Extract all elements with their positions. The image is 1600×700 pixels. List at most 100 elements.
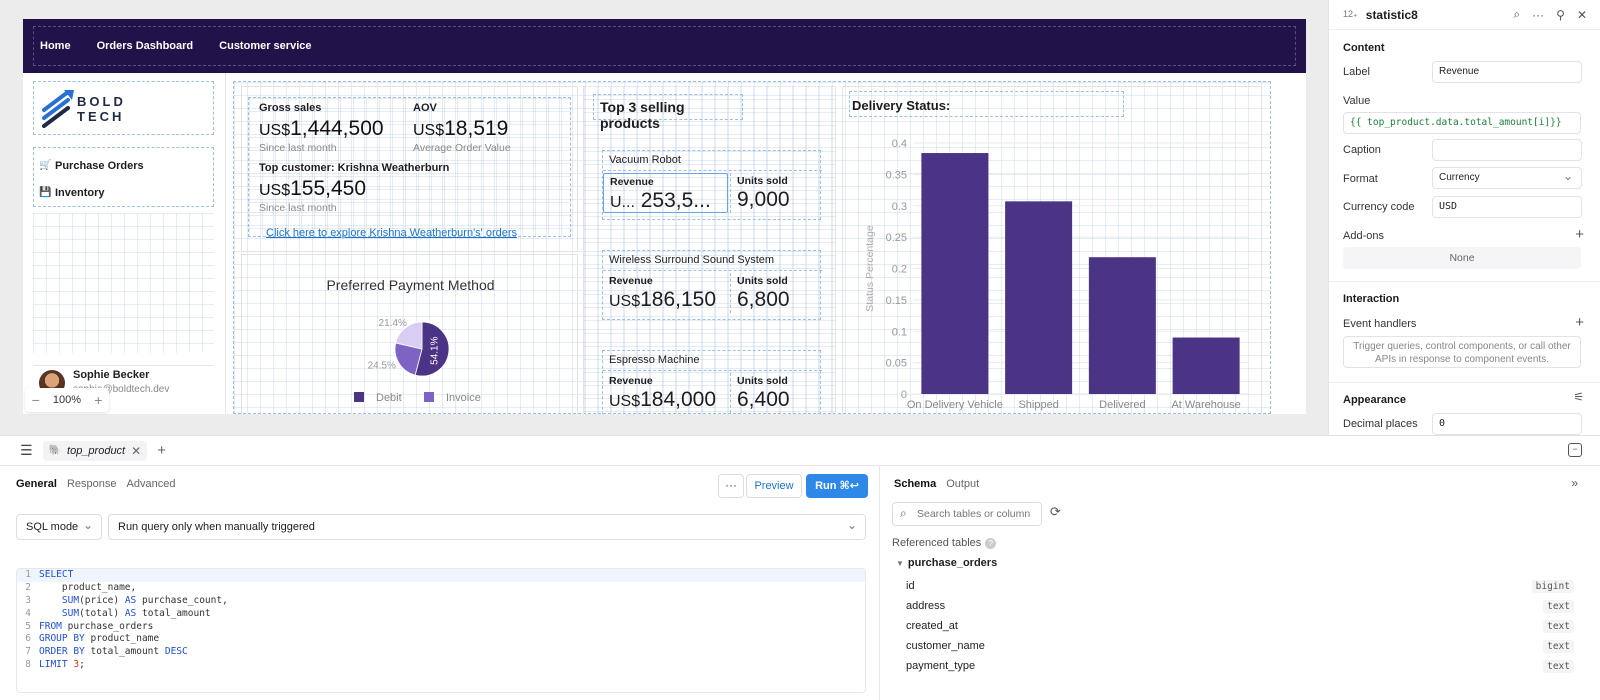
- nav-link-orders-dashboard[interactable]: Orders Dashboard: [96, 40, 194, 52]
- format-select[interactable]: Currency: [1432, 167, 1582, 189]
- inspector-panel: 12₊ statistic8 ⌕ ··· ⚲ ✕ Content Label R…: [1328, 0, 1600, 435]
- expand-icon[interactable]: »: [1571, 476, 1578, 490]
- nav-link-home[interactable]: Home: [40, 40, 71, 52]
- collapse-panel-icon[interactable]: −: [1568, 443, 1582, 457]
- y-tick-label: 0.2: [892, 264, 907, 276]
- bar: [921, 153, 989, 394]
- code-token: purchase_count,: [136, 594, 228, 606]
- sidebar-item-purchase-orders[interactable]: 🛒 Purchase Orders: [39, 152, 207, 179]
- code-token: LIMIT: [39, 659, 68, 671]
- schema-search-input[interactable]: ⌕ Search tables or column: [892, 502, 1042, 526]
- more-icon[interactable]: ···: [1532, 7, 1545, 22]
- sql-mode-value: SQL mode: [26, 521, 79, 533]
- query-tab-top-product[interactable]: 🐘 top_product ✕: [42, 440, 148, 461]
- stat-label: Gross sales: [259, 102, 322, 114]
- code-token: [39, 608, 62, 621]
- tab-output[interactable]: Output: [946, 478, 980, 490]
- appearance-settings-icon[interactable]: ⚟: [1573, 390, 1584, 404]
- label-input[interactable]: Revenue: [1432, 61, 1582, 83]
- column-name: customer_name: [906, 640, 985, 652]
- stat-gross-sales[interactable]: Gross sales US$1,444,500 Since last mont…: [259, 102, 409, 154]
- tab-general[interactable]: General: [16, 478, 57, 490]
- code-token: FROM: [39, 620, 62, 632]
- schema-column-row[interactable]: created_at text: [880, 618, 1580, 638]
- logo-wordmark: BOLD TECH: [77, 94, 126, 124]
- stat-aov[interactable]: AOV US$18,519 Average Order Value: [413, 102, 563, 154]
- revenue-stat[interactable]: Revenue US$184,000: [603, 373, 728, 413]
- delivery-status-panel: 0 0.05 0.1 0.15 0.2 0.25 0.3 0.35 0.4 Status Perc…: [842, 86, 1262, 414]
- nav-link-customer-service[interactable]: Customer service: [219, 40, 312, 52]
- schema-column-row[interactable]: id bigint: [880, 578, 1580, 598]
- units-value: 6,400: [737, 388, 790, 411]
- revenue-stat[interactable]: Revenue U... 253,5...: [603, 173, 728, 213]
- revenue-number: 186,150: [640, 288, 717, 311]
- add-query-icon[interactable]: +: [157, 442, 166, 459]
- preview-button[interactable]: Preview: [746, 474, 802, 498]
- table-purchase-orders[interactable]: ▼ purchase_orders: [896, 557, 997, 569]
- sidebar-item-label: Inventory: [55, 186, 105, 199]
- decimal-places-input[interactable]: 0: [1432, 413, 1582, 435]
- search-icon[interactable]: ⌕: [1513, 7, 1521, 21]
- code-line: 2 product_name,: [17, 582, 865, 595]
- add-event-handler-icon[interactable]: +: [1575, 314, 1584, 331]
- more-options-button[interactable]: ···: [718, 474, 744, 498]
- addons-label: Add-ons: [1343, 230, 1384, 242]
- sidebar-item-inventory[interactable]: 💾 Inventory: [39, 179, 207, 206]
- stat-currency: US$: [413, 122, 445, 139]
- y-tick-label: 0: [901, 389, 907, 401]
- tab-schema[interactable]: Schema: [894, 478, 937, 490]
- zoom-in-button[interactable]: +: [94, 392, 103, 408]
- y-tick-label: 0.4: [892, 138, 907, 150]
- sql-code-editor[interactable]: 1 SELECT 2 product_name, 3 SUM (price) AS pu…: [16, 568, 866, 693]
- revenue-stat[interactable]: Revenue US$186,150: [603, 273, 728, 313]
- kpi-container: Gross sales US$1,444,500 Since last mont…: [248, 97, 571, 237]
- addons-none: None: [1343, 247, 1581, 269]
- line-number: 2: [25, 581, 31, 593]
- column-type: text: [1543, 660, 1574, 673]
- line-number: 1: [25, 569, 31, 580]
- tab-response[interactable]: Response: [66, 478, 117, 490]
- units-stat[interactable]: Units sold 9,000: [730, 173, 822, 213]
- sql-mode-select[interactable]: SQL mode ⌄: [16, 514, 102, 540]
- value-input[interactable]: {{ top_product.data.total_amount[i]}}: [1343, 112, 1581, 134]
- search-placeholder: Search tables or column: [917, 508, 1031, 520]
- help-icon[interactable]: ?: [985, 538, 997, 549]
- interaction-section-title: Interaction: [1343, 293, 1400, 305]
- caption-input[interactable]: [1432, 139, 1582, 161]
- hamburger-menu-icon[interactable]: ☰: [20, 442, 33, 458]
- refresh-icon[interactable]: ⟳: [1050, 504, 1061, 519]
- stat-label: AOV: [413, 102, 437, 114]
- add-addon-icon[interactable]: +: [1575, 226, 1584, 243]
- run-button[interactable]: Run ⌘↩: [806, 474, 868, 498]
- code-token: SUM: [61, 594, 80, 606]
- explore-orders-link[interactable]: Click here to explore Krishna Weatherbur…: [266, 227, 518, 239]
- stat-top-customer[interactable]: Top customer: Krishna Weatherburn US$155…: [259, 162, 559, 214]
- product-name: Espresso Machine: [603, 351, 822, 371]
- line-number: 4: [25, 607, 31, 619]
- revenue-currency: US$: [609, 393, 641, 410]
- close-icon[interactable]: ✕: [1576, 7, 1587, 22]
- schema-column-row[interactable]: payment_type text: [880, 658, 1580, 678]
- code-token: AS: [124, 607, 137, 619]
- zoom-out-button[interactable]: −: [31, 392, 40, 408]
- zoom-control: − 100% +: [25, 388, 109, 412]
- statistic-icon: 12₊: [1343, 9, 1358, 19]
- units-stat[interactable]: Units sold 6,800: [730, 273, 822, 313]
- divider: [1329, 382, 1600, 383]
- stat-currency: US$: [259, 122, 291, 139]
- code-line: 6 GROUP BY product_name: [17, 633, 865, 646]
- sidebar-nav: 🛒 Purchase Orders 💾 Inventory: [33, 147, 214, 207]
- referenced-tables-title: Referenced tables?: [892, 537, 997, 549]
- query-config-pane: General Response Advanced ··· Preview Ru…: [0, 466, 880, 700]
- component-name[interactable]: statistic8: [1365, 7, 1418, 22]
- close-tab-icon[interactable]: ✕: [131, 443, 142, 458]
- tab-advanced[interactable]: Advanced: [126, 478, 176, 490]
- units-stat[interactable]: Units sold 6,400: [730, 373, 822, 413]
- pie-slice: [414, 321, 450, 377]
- schema-column-row[interactable]: address text: [880, 598, 1580, 618]
- cart-icon: 🛒: [39, 160, 52, 171]
- trigger-mode-select[interactable]: Run query only when manually triggered ⌄: [108, 514, 866, 540]
- pin-icon[interactable]: ⚲: [1556, 7, 1565, 22]
- currency-code-input[interactable]: USD: [1432, 196, 1582, 218]
- schema-column-row[interactable]: customer_name text: [880, 638, 1580, 658]
